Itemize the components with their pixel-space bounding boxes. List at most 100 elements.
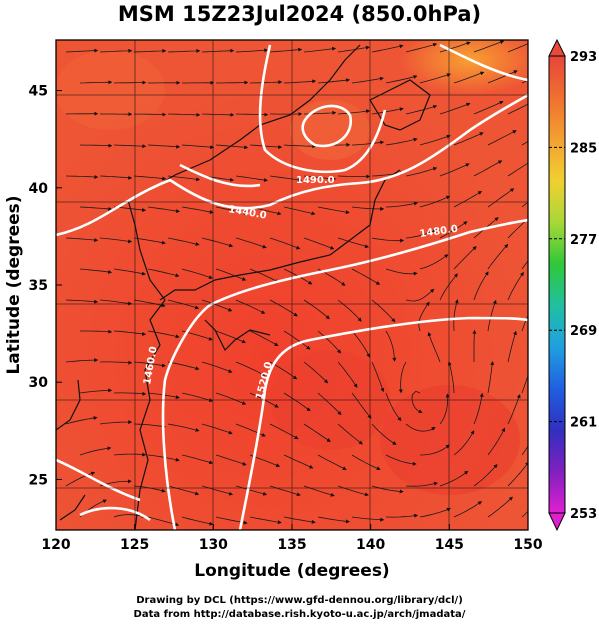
streamline xyxy=(113,452,147,457)
streamline xyxy=(235,299,266,314)
streamline xyxy=(99,237,133,244)
streamline xyxy=(487,70,518,84)
streamline xyxy=(147,144,181,149)
streamline xyxy=(439,102,471,115)
streamline xyxy=(317,516,350,524)
streamline xyxy=(405,229,438,239)
streamline xyxy=(473,392,484,425)
streamline xyxy=(411,390,423,414)
streamline xyxy=(283,330,311,350)
streamline xyxy=(201,112,235,117)
streamline xyxy=(201,237,234,248)
streamline xyxy=(167,485,200,496)
streamline xyxy=(405,42,438,53)
y-axis-label: Latitude (degrees) xyxy=(4,195,24,374)
streamline xyxy=(337,109,371,115)
streamline xyxy=(303,423,331,442)
streamline xyxy=(385,454,417,466)
streamline xyxy=(269,423,299,440)
gridlines xyxy=(56,40,528,530)
streamline xyxy=(235,423,266,437)
streamline xyxy=(133,361,166,368)
streamline xyxy=(371,361,385,393)
streamline xyxy=(385,137,418,146)
x-tick-label: 145 xyxy=(435,537,464,553)
streamline xyxy=(317,392,342,416)
streamline xyxy=(385,513,419,518)
streamline xyxy=(317,78,351,84)
streamline xyxy=(99,48,133,53)
streamline xyxy=(167,361,200,371)
streamline xyxy=(269,299,298,317)
streamline xyxy=(99,175,133,180)
streamline xyxy=(418,301,430,332)
streamline xyxy=(521,374,528,394)
y-tick-label: 40 xyxy=(29,181,49,197)
streamline xyxy=(487,130,517,146)
streamline xyxy=(439,163,470,177)
streamline xyxy=(427,331,441,363)
streamline xyxy=(521,141,528,146)
streamline xyxy=(147,268,180,278)
streamline xyxy=(371,237,405,243)
streamline xyxy=(167,423,200,432)
streamline xyxy=(65,416,98,425)
streamline xyxy=(337,45,370,53)
streamline xyxy=(215,268,247,281)
streamline xyxy=(99,420,133,425)
streamline xyxy=(201,485,234,496)
streamline xyxy=(453,430,475,456)
streamline xyxy=(65,174,99,179)
streamline xyxy=(337,423,363,445)
credit-line-2: Data from http://database.rish.kyoto-u.a… xyxy=(133,609,466,620)
streamline xyxy=(249,268,280,283)
streamline xyxy=(385,201,418,208)
streamline xyxy=(371,44,404,53)
streamline xyxy=(487,427,505,456)
streamline xyxy=(351,206,385,211)
streamline xyxy=(351,330,371,358)
streamline xyxy=(351,268,381,285)
streamline xyxy=(283,516,316,524)
streamline xyxy=(181,144,215,150)
streamline xyxy=(385,268,418,276)
streamline xyxy=(235,237,267,249)
streamline xyxy=(371,299,396,323)
streamline xyxy=(507,43,528,53)
streamline xyxy=(181,392,214,402)
y-tick-label: 25 xyxy=(29,472,48,488)
streamline xyxy=(79,268,113,274)
credit-line-1: Drawing by DCL (https://www.gfd-dennou.o… xyxy=(136,595,463,606)
temperature-field: 1490.0 1440.0 1480.0 1460.0 1520.0 xyxy=(56,40,528,530)
streamline xyxy=(235,175,268,182)
streamline xyxy=(337,361,358,388)
colorbar-label: 269 xyxy=(570,324,597,339)
streamline xyxy=(473,271,489,301)
colorbar-label: 261 xyxy=(570,416,597,431)
streamline xyxy=(487,496,513,518)
streamline xyxy=(269,237,301,250)
colorbar-label: 293 xyxy=(570,50,597,65)
streamline xyxy=(453,299,459,332)
y-tick-label: 45 xyxy=(29,84,48,100)
streamline xyxy=(473,160,503,177)
streamline xyxy=(79,206,113,211)
streamline xyxy=(371,423,397,445)
streamline xyxy=(487,299,497,332)
streamline xyxy=(133,48,167,53)
streamline xyxy=(249,80,283,85)
streamline xyxy=(113,330,147,336)
streamline xyxy=(371,485,404,494)
streamline xyxy=(235,112,269,117)
streamline xyxy=(65,48,99,53)
streamline xyxy=(235,361,266,376)
streamline xyxy=(269,485,301,497)
y-axis: 25 30 35 40 45 xyxy=(29,84,62,488)
streamline xyxy=(507,103,528,115)
streamline xyxy=(453,190,483,208)
streamline xyxy=(351,140,385,146)
streamline xyxy=(521,201,528,208)
streamline xyxy=(351,76,384,84)
streamline xyxy=(113,391,147,396)
streamline xyxy=(453,246,477,270)
